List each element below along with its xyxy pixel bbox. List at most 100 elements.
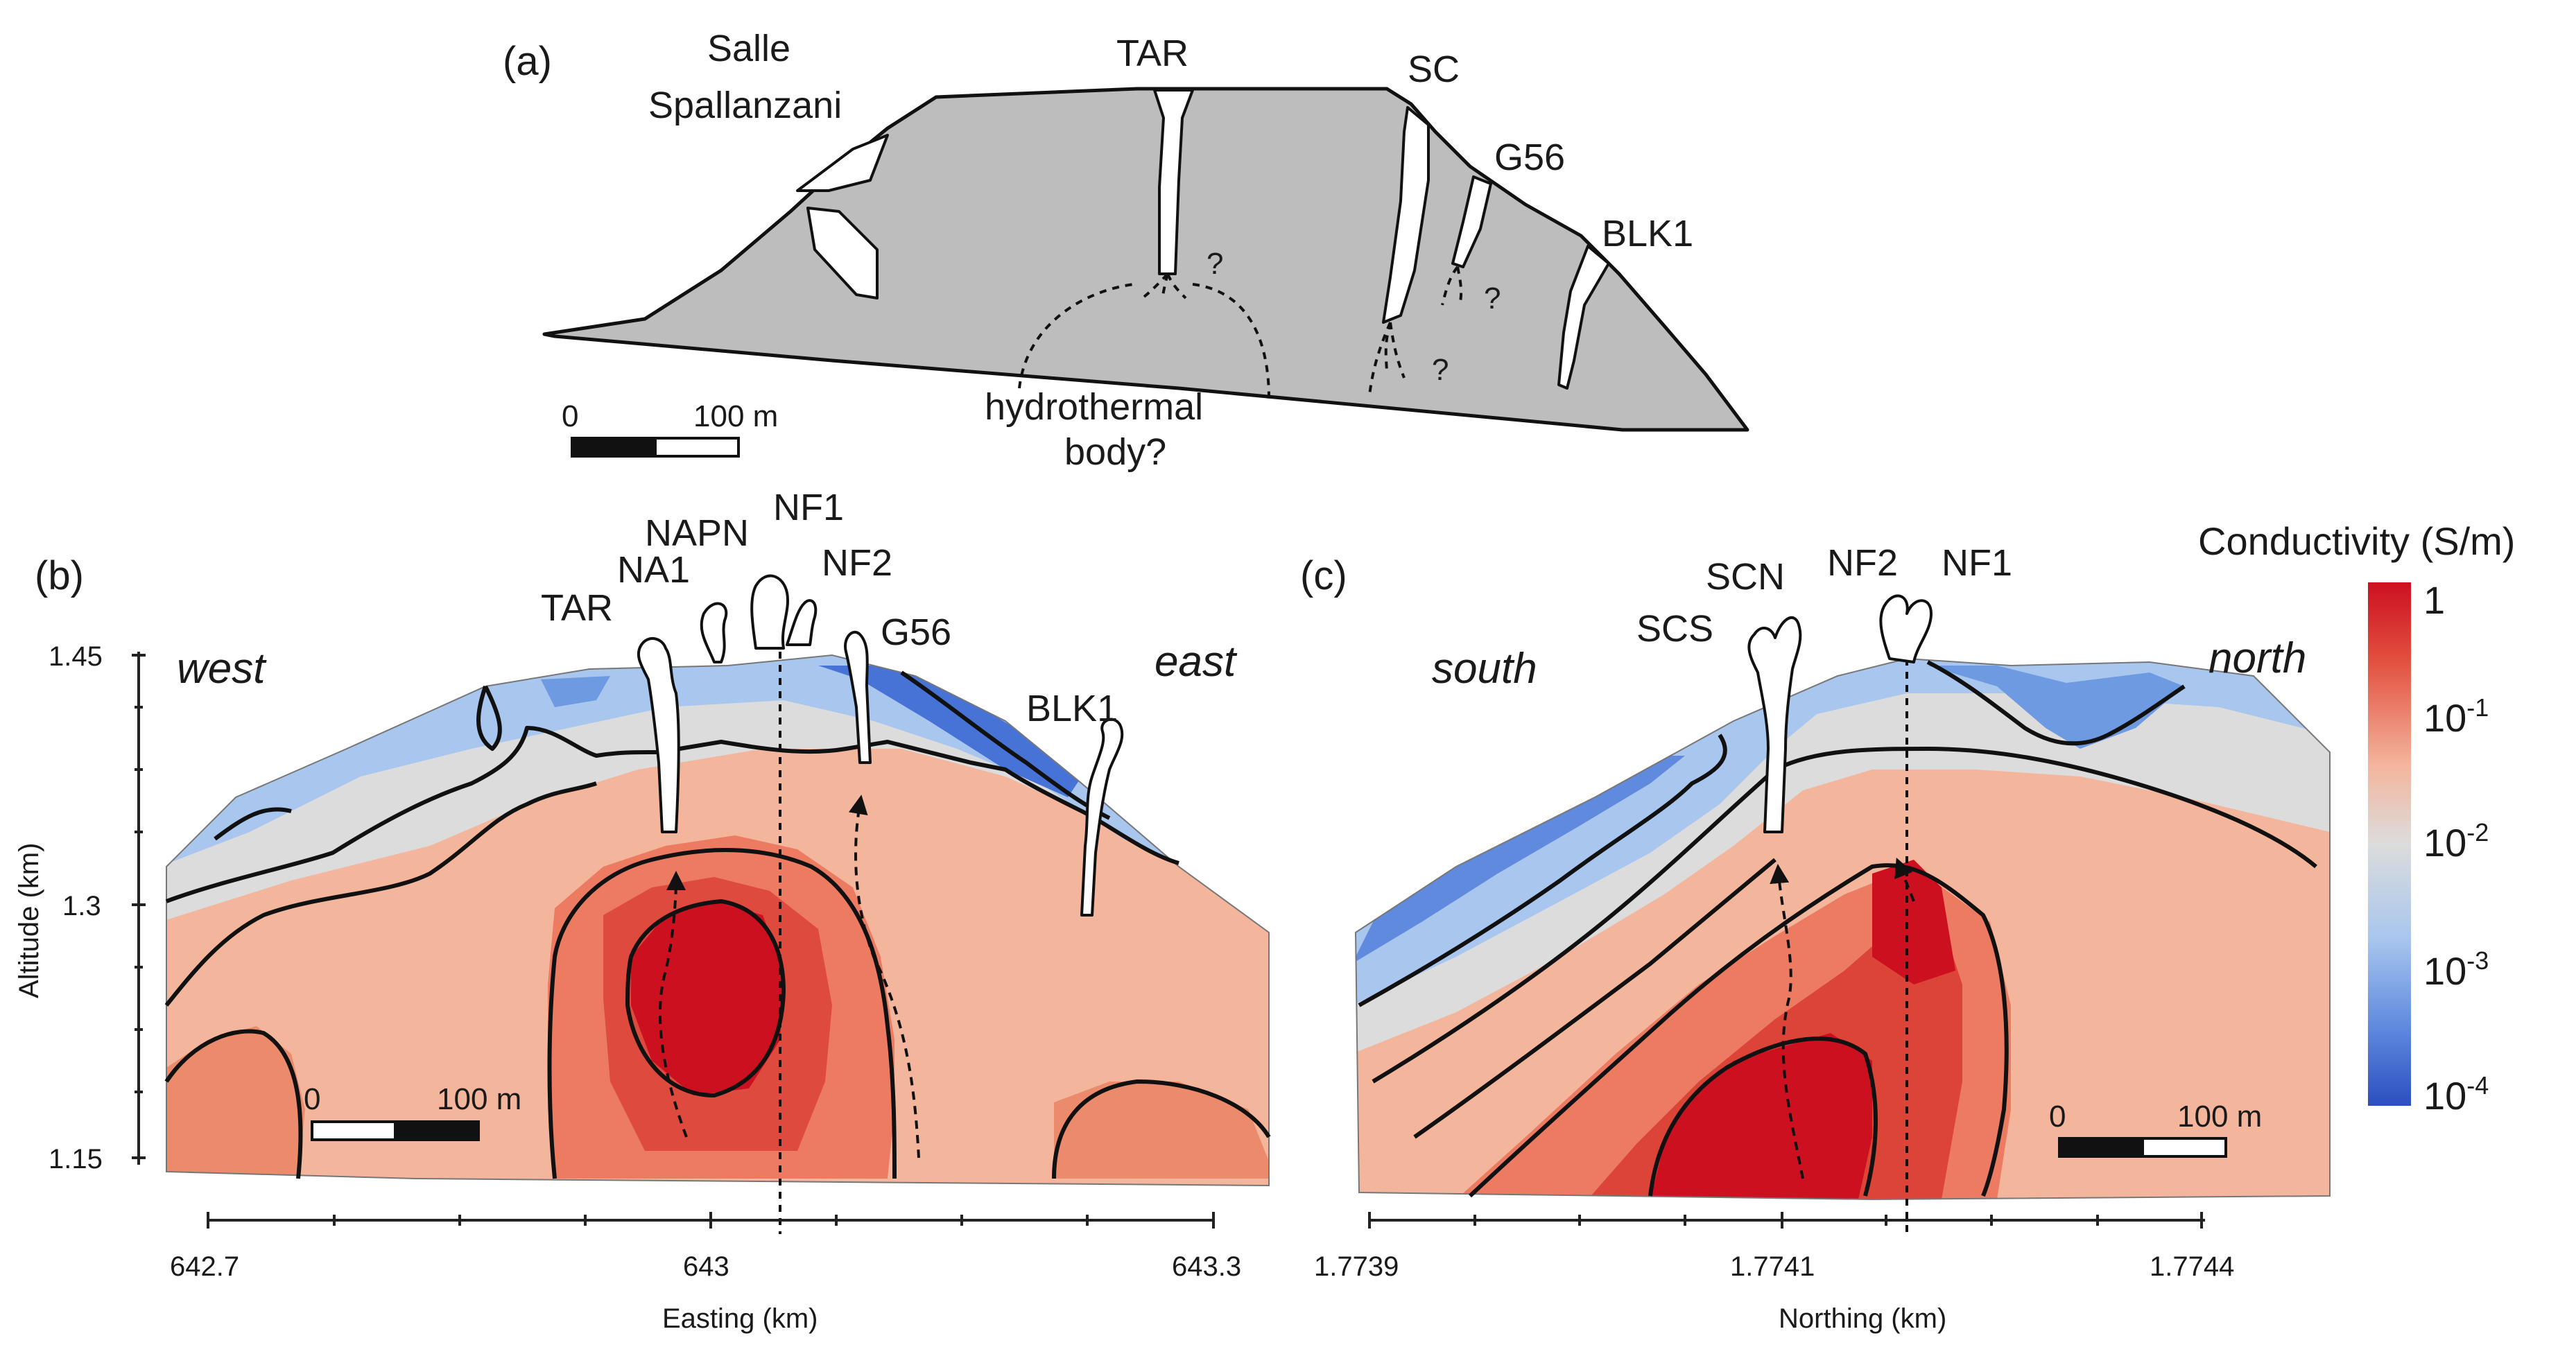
sc-roots <box>1368 322 1406 396</box>
colorbar: Conductivity (S/m) 1 10-1 10-2 10-3 10-4 <box>2198 519 2515 1118</box>
xtick-b-3: 643.3 <box>1172 1251 1241 1282</box>
contour-b-left-blob <box>164 1029 303 1179</box>
svg-text:1: 1 <box>2423 578 2445 622</box>
vent-label-napn: NAPN <box>645 512 749 554</box>
svg-text:10-4: 10-4 <box>2423 1071 2489 1118</box>
question-mark-g56: ? <box>1484 281 1501 315</box>
tar-roots <box>1143 272 1187 300</box>
x-axis-label-c: Northing (km) <box>1779 1303 1946 1334</box>
panel-c: (c) south north SCS SCN <box>1300 542 2331 1334</box>
vent-label-na1: NA1 <box>617 549 690 591</box>
blk1-fracture <box>1557 245 1610 390</box>
scale-bar-c: 0 100 m <box>2049 1100 2262 1158</box>
fluid-path-b1 <box>659 871 688 1138</box>
contour-b-core-inner <box>625 899 786 1097</box>
contour-c-top-blue <box>1926 660 2186 746</box>
fluid-path-b2 <box>848 795 920 1158</box>
vent-label-scs: SCS <box>1636 608 1713 650</box>
x-axis-label-b: Easting (km) <box>662 1303 818 1334</box>
svg-text:10-3: 10-3 <box>2423 946 2489 993</box>
salle-spallanzani-chamber <box>806 207 879 300</box>
scale-bar-b: 0 100 m <box>304 1082 521 1141</box>
nf-plume-c <box>1879 594 1933 663</box>
ytick-3: 1.15 <box>49 1144 103 1174</box>
xtick-c-3: 1.7744 <box>2150 1251 2234 1282</box>
svg-text:10-2: 10-2 <box>2423 818 2489 865</box>
vent-label-nf1: NF1 <box>773 487 844 528</box>
nf-plume <box>786 599 818 646</box>
contour-c-mid <box>1372 747 2317 1084</box>
scale-bar-a: 0 100 m <box>562 399 778 458</box>
colorbar-tick-2: 10-2 <box>2423 818 2489 865</box>
scale-zero-b: 0 <box>304 1082 320 1116</box>
y-axis-label-b: Altitude (km) <box>14 843 44 999</box>
x-axis-b: 642.7 643 643.3 Easting (km) <box>170 1212 1241 1334</box>
contour-b-right-blob <box>1052 1079 1271 1179</box>
direction-south: south <box>1432 645 1537 693</box>
section-c-outline <box>1354 657 2331 1201</box>
scn-plume <box>1747 616 1802 833</box>
y-axis-b: 1.45 1.3 1.15 Altitude (km) <box>14 641 146 1174</box>
colorbar-title: Conductivity (S/m) <box>2198 519 2515 563</box>
vent-label-blk1: BLK1 <box>1026 688 1118 729</box>
question-mark-sc: ? <box>1432 353 1449 387</box>
vent-label-tar: TAR <box>541 587 613 629</box>
contour-c-blue <box>1358 734 1727 1007</box>
panel-c-label: (c) <box>1300 553 1347 598</box>
contour-c-core-outer <box>1468 863 2009 1198</box>
salle-label-1: Salle <box>707 28 790 69</box>
contour-c-lower <box>1413 858 1777 1139</box>
vent-label-nf1-c: NF1 <box>1942 542 2012 584</box>
panel-a: (a) ? ? ? Salle Spallanzani TAR SC G56 B… <box>503 28 1749 473</box>
blk1-plume-b <box>1080 718 1124 917</box>
fluid-path-c1 <box>1770 864 1804 1179</box>
hydrothermal-body-outline <box>1018 283 1270 399</box>
scale-zero-c: 0 <box>2049 1100 2066 1134</box>
tar-fracture <box>1153 89 1194 275</box>
na1-plume <box>700 602 728 663</box>
tar-label: TAR <box>1116 33 1188 74</box>
svg-text:10-1: 10-1 <box>2423 693 2489 740</box>
panel-a-label: (a) <box>503 39 552 84</box>
vent-label-g56: G56 <box>881 611 951 653</box>
contour-b-upper <box>165 726 1179 903</box>
g56-label: G56 <box>1494 137 1565 178</box>
section-b-outline <box>166 654 1270 1187</box>
contour-b-blue <box>476 670 1111 820</box>
direction-west: west <box>177 645 267 693</box>
scale-zero-a: 0 <box>562 399 578 433</box>
contour-b-lower <box>164 781 597 1007</box>
contour-c-core-inner <box>1648 1036 1878 1197</box>
hydrothermal-label-1: hydrothermal <box>985 386 1203 428</box>
vent-label-nf2: NF2 <box>822 542 892 584</box>
xtick-c-1: 1.7739 <box>1314 1251 1399 1282</box>
hydrothermal-label-2: body? <box>1064 431 1166 473</box>
panel-b: (b) <box>14 487 1271 1334</box>
blk1-label: BLK1 <box>1602 213 1693 254</box>
x-axis-c: 1.7739 1.7741 1.7744 Northing (km) <box>1314 1212 2234 1334</box>
napn-plume <box>750 574 789 650</box>
ytick-1: 1.45 <box>49 641 103 672</box>
vent-label-scn: SCN <box>1706 556 1785 598</box>
tar-plume <box>637 637 680 833</box>
xtick-b-1: 642.7 <box>170 1251 239 1282</box>
xtick-c-2: 1.7741 <box>1730 1251 1815 1282</box>
salle-spallanzani-cavity <box>796 134 889 192</box>
xtick-b-2: 643 <box>683 1251 729 1282</box>
scale-length-b: 100 m <box>437 1082 521 1116</box>
panel-b-label: (b) <box>35 553 84 598</box>
sc-fracture <box>1382 106 1430 324</box>
vent-label-nf2-c: NF2 <box>1827 542 1898 584</box>
scale-length-c: 100 m <box>2177 1100 2262 1134</box>
contour-b-left-top <box>214 807 292 841</box>
direction-east: east <box>1155 638 1238 686</box>
colorbar-tick-3: 10-3 <box>2423 946 2489 993</box>
question-mark-tar: ? <box>1207 247 1223 281</box>
ytick-2: 1.3 <box>62 891 101 921</box>
g56-roots <box>1441 266 1463 306</box>
colorbar-tick-1: 10-1 <box>2423 693 2489 740</box>
direction-north: north <box>2208 634 2306 682</box>
g56-plume-b <box>844 630 872 764</box>
colorbar-tick-0: 1 <box>2423 578 2445 622</box>
sc-label: SC <box>1408 49 1460 90</box>
